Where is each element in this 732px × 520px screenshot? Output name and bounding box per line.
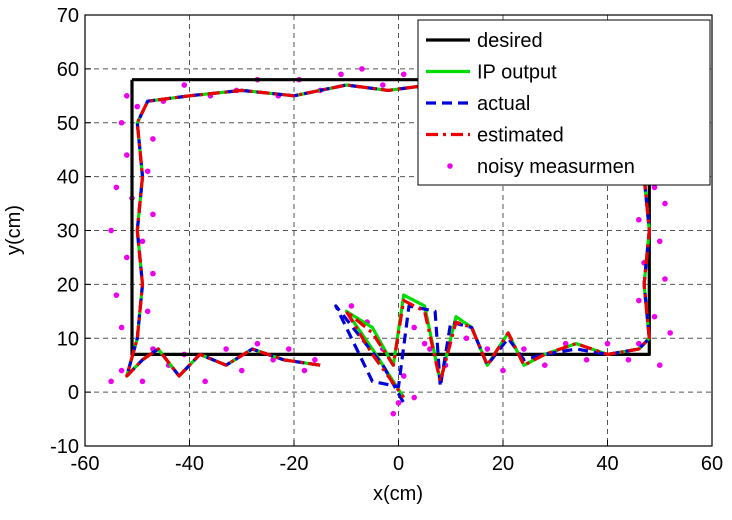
y-axis-label: y(cm) <box>3 205 25 255</box>
point-noisy-measurmen <box>301 367 308 374</box>
y-tick-label: 60 <box>57 59 79 81</box>
point-noisy-measurmen <box>134 103 141 110</box>
point-noisy-measurmen <box>113 292 120 298</box>
legend-label-desired: desired <box>477 30 543 52</box>
legend-marker-noisy-measurmen <box>447 163 453 169</box>
point-noisy-measurmen <box>656 362 663 368</box>
x-tick-label: 20 <box>492 453 514 475</box>
point-noisy-measurmen <box>636 297 642 304</box>
legend-label-estimated: estimated <box>477 125 564 147</box>
point-noisy-measurmen <box>254 340 261 347</box>
point-noisy-measurmen <box>421 340 428 347</box>
point-noisy-measurmen <box>625 357 632 363</box>
point-noisy-measurmen <box>667 330 673 336</box>
point-noisy-measurmen <box>181 82 188 88</box>
point-noisy-measurmen <box>124 152 130 158</box>
x-tick-label: -20 <box>280 453 309 475</box>
point-noisy-measurmen <box>359 66 365 72</box>
point-noisy-measurmen <box>604 340 611 347</box>
point-noisy-measurmen <box>390 410 397 417</box>
point-noisy-measurmen <box>150 211 156 218</box>
point-noisy-measurmen <box>238 367 245 374</box>
point-noisy-measurmen <box>108 378 114 385</box>
point-noisy-measurmen <box>651 313 658 320</box>
point-noisy-measurmen <box>124 254 130 261</box>
point-noisy-measurmen <box>118 324 125 331</box>
point-noisy-measurmen <box>338 71 344 78</box>
point-noisy-measurmen <box>312 357 318 363</box>
point-noisy-measurmen <box>583 357 590 363</box>
point-noisy-measurmen <box>348 303 355 309</box>
point-noisy-measurmen <box>223 346 229 352</box>
point-noisy-measurmen <box>521 346 527 352</box>
point-noisy-measurmen <box>139 378 146 385</box>
legend-label-ip-output: IP output <box>477 62 557 84</box>
x-tick-label: 40 <box>596 453 618 475</box>
point-noisy-measurmen <box>124 93 130 99</box>
point-noisy-measurmen <box>139 238 146 245</box>
point-noisy-measurmen <box>484 346 491 352</box>
point-noisy-measurmen <box>411 324 417 331</box>
point-noisy-measurmen <box>118 367 125 374</box>
point-noisy-measurmen <box>636 340 642 347</box>
y-tick-label: 70 <box>57 5 79 27</box>
series-layer <box>108 66 673 417</box>
point-noisy-measurmen <box>285 346 292 352</box>
x-tick-label: 0 <box>393 453 404 475</box>
y-tick-label: 20 <box>57 274 79 296</box>
point-noisy-measurmen <box>463 335 470 342</box>
y-tick-label: 0 <box>68 382 79 404</box>
point-noisy-measurmen <box>542 362 548 368</box>
point-noisy-measurmen <box>108 227 114 234</box>
point-noisy-measurmen <box>651 184 658 191</box>
legend-label-noisy-measurmen: noisy measurmen <box>477 156 635 178</box>
point-noisy-measurmen <box>656 238 663 245</box>
point-noisy-measurmen <box>144 308 151 315</box>
point-noisy-measurmen <box>150 270 156 277</box>
point-noisy-measurmen <box>113 184 120 191</box>
point-noisy-measurmen <box>202 378 208 385</box>
point-noisy-measurmen <box>662 200 668 207</box>
point-noisy-measurmen <box>380 82 386 88</box>
y-tick-label: 30 <box>57 221 79 243</box>
point-noisy-measurmen <box>411 394 417 401</box>
x-tick-label: -40 <box>175 453 204 475</box>
point-noisy-measurmen <box>150 136 156 142</box>
point-noisy-measurmen <box>400 373 407 379</box>
point-noisy-measurmen <box>144 168 151 175</box>
y-tick-label: 50 <box>57 113 79 135</box>
y-tick-label: 10 <box>57 328 79 350</box>
legend: desired IP output actual estimated noisy mea… <box>417 19 711 186</box>
point-noisy-measurmen <box>636 216 642 223</box>
point-noisy-measurmen <box>395 400 402 406</box>
point-noisy-measurmen <box>662 276 668 282</box>
y-tick-label: 40 <box>57 167 79 189</box>
point-noisy-measurmen <box>500 367 506 374</box>
x-tick-label: -60 <box>71 453 100 475</box>
point-noisy-measurmen <box>118 119 125 126</box>
tick-layer: -60 -40 -20 0 20 40 60 -10 0 10 20 30 40 50 60 70 <box>50 5 723 475</box>
x-tick-label: 60 <box>701 453 723 475</box>
y-tick-label: -10 <box>50 436 79 458</box>
point-noisy-measurmen <box>400 71 407 78</box>
x-axis-label: x(cm) <box>373 483 423 505</box>
point-noisy-measurmen <box>270 357 276 363</box>
legend-label-actual: actual <box>477 93 530 115</box>
